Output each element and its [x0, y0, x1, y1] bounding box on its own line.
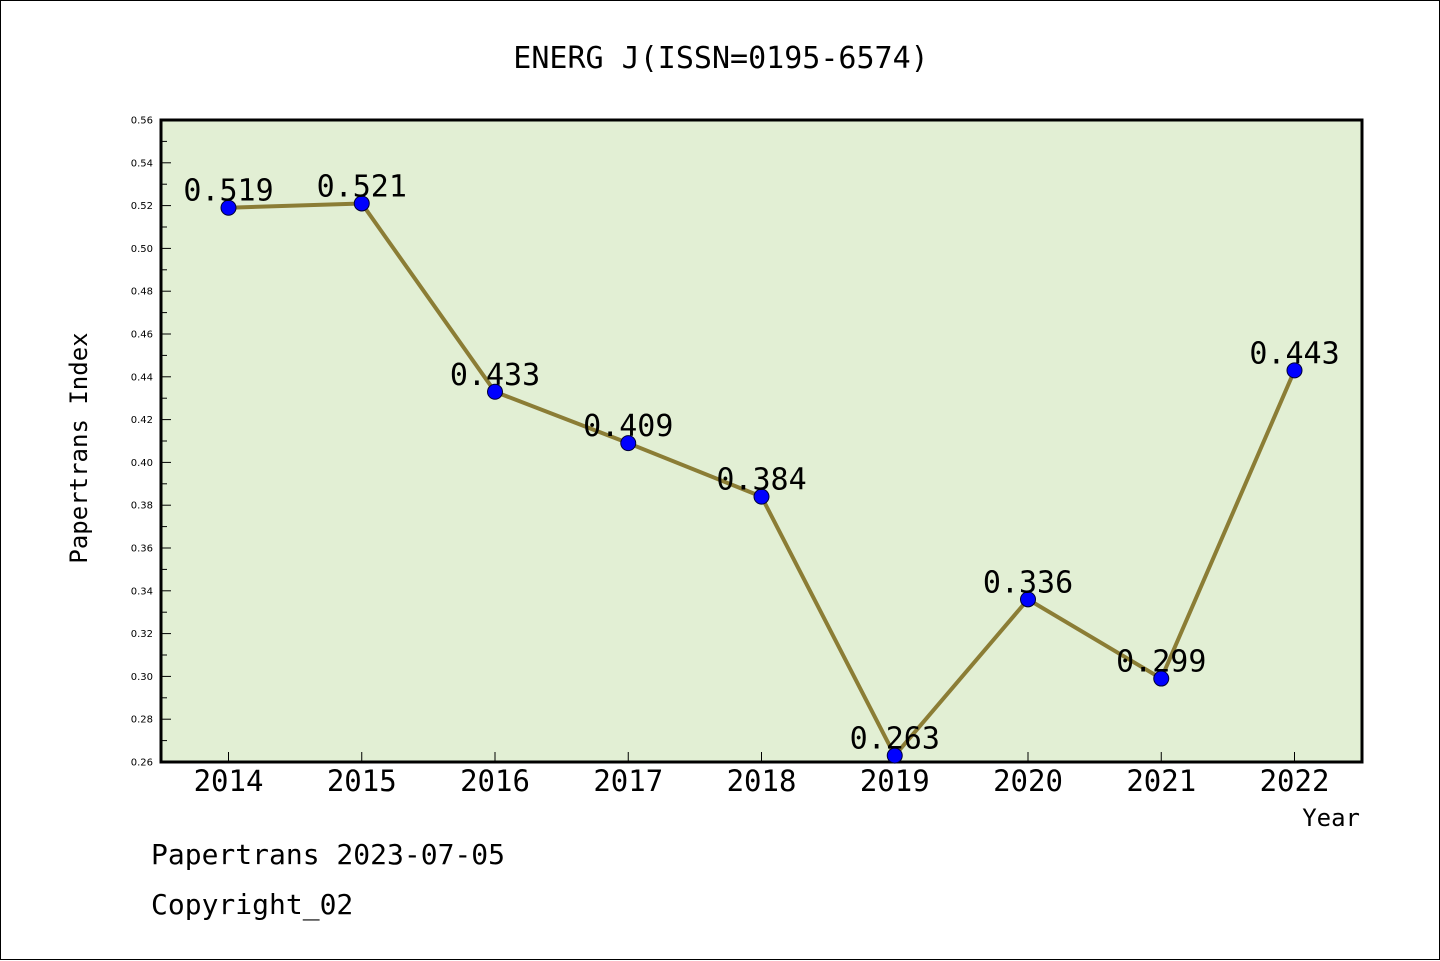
footer-date: Papertrans 2023-07-05: [151, 838, 505, 871]
x-tick-label: 2020: [993, 764, 1063, 798]
plot-area: [159, 118, 1364, 764]
chart-title: ENERG J(ISSN=0195-6574): [513, 41, 928, 76]
y-tick-label: 0.30: [131, 672, 153, 683]
x-tick-label: 2015: [327, 764, 397, 798]
y-tick-label: 0.28: [131, 715, 153, 726]
data-label: 0.409: [583, 409, 673, 444]
x-tick-label: 2022: [1260, 764, 1330, 798]
data-point: [1020, 591, 1036, 608]
x-tick-label: 2017: [593, 764, 663, 798]
data-label: 0.384: [716, 463, 806, 498]
data-label: 0.519: [183, 174, 273, 209]
data-point: [886, 747, 903, 764]
series-1: 0.519 0.521 0.433 0.409 0.384 0.263 0.336 0.299…: [183, 169, 1340, 764]
y-tick-label: 0.54: [131, 158, 153, 169]
y-tick-label: 0.34: [131, 586, 153, 597]
footer-copyright: Copyright_02: [151, 888, 353, 922]
data-label: 0.336: [983, 565, 1073, 600]
y-tick-label: 0.38: [131, 501, 153, 512]
y-tick-label: 0.32: [131, 629, 153, 640]
y-tick-label: 0.42: [131, 415, 153, 426]
data-label: 0.433: [450, 358, 540, 393]
data-label: 0.299: [1116, 645, 1206, 680]
y-tick-label: 0.44: [131, 372, 153, 383]
y-tick-label: 0.56: [131, 116, 153, 127]
y-axis: 0.26 0.28 0.30 0.32 0.34 0.36 0.38 0.40 0.42 0.44…: [131, 116, 171, 769]
y-axis-label: Papertrans Index: [65, 332, 93, 563]
x-axis: 2014 2015 2016 2017 2018 2019 2020 2021 2022: [194, 752, 1330, 798]
data-point: [620, 435, 637, 452]
y-tick-label: 0.26: [131, 758, 153, 769]
data-point: [487, 383, 503, 400]
y-tick-label: 0.48: [131, 287, 153, 298]
data-label: 0.443: [1249, 336, 1339, 371]
y-tick-label: 0.50: [131, 244, 153, 255]
data-point: [1286, 362, 1303, 379]
data-point: [1153, 670, 1170, 687]
y-tick-label: 0.40: [131, 458, 153, 469]
y-tick-label: 0.36: [131, 544, 153, 555]
data-point: [753, 488, 770, 505]
x-axis-label: Year: [1302, 804, 1360, 832]
x-tick-label: 2018: [727, 764, 797, 798]
y-tick-label: 0.46: [131, 330, 153, 341]
y-tick-label: 0.52: [131, 201, 153, 212]
data-point: [353, 195, 370, 212]
x-tick-label: 2016: [460, 764, 530, 798]
x-tick-label: 2019: [860, 764, 930, 798]
data-label: 0.263: [850, 722, 940, 757]
data-point: [220, 199, 237, 216]
x-tick-label: 2014: [194, 764, 264, 798]
data-label: 0.521: [317, 169, 407, 204]
x-tick-label: 2021: [1126, 764, 1196, 798]
